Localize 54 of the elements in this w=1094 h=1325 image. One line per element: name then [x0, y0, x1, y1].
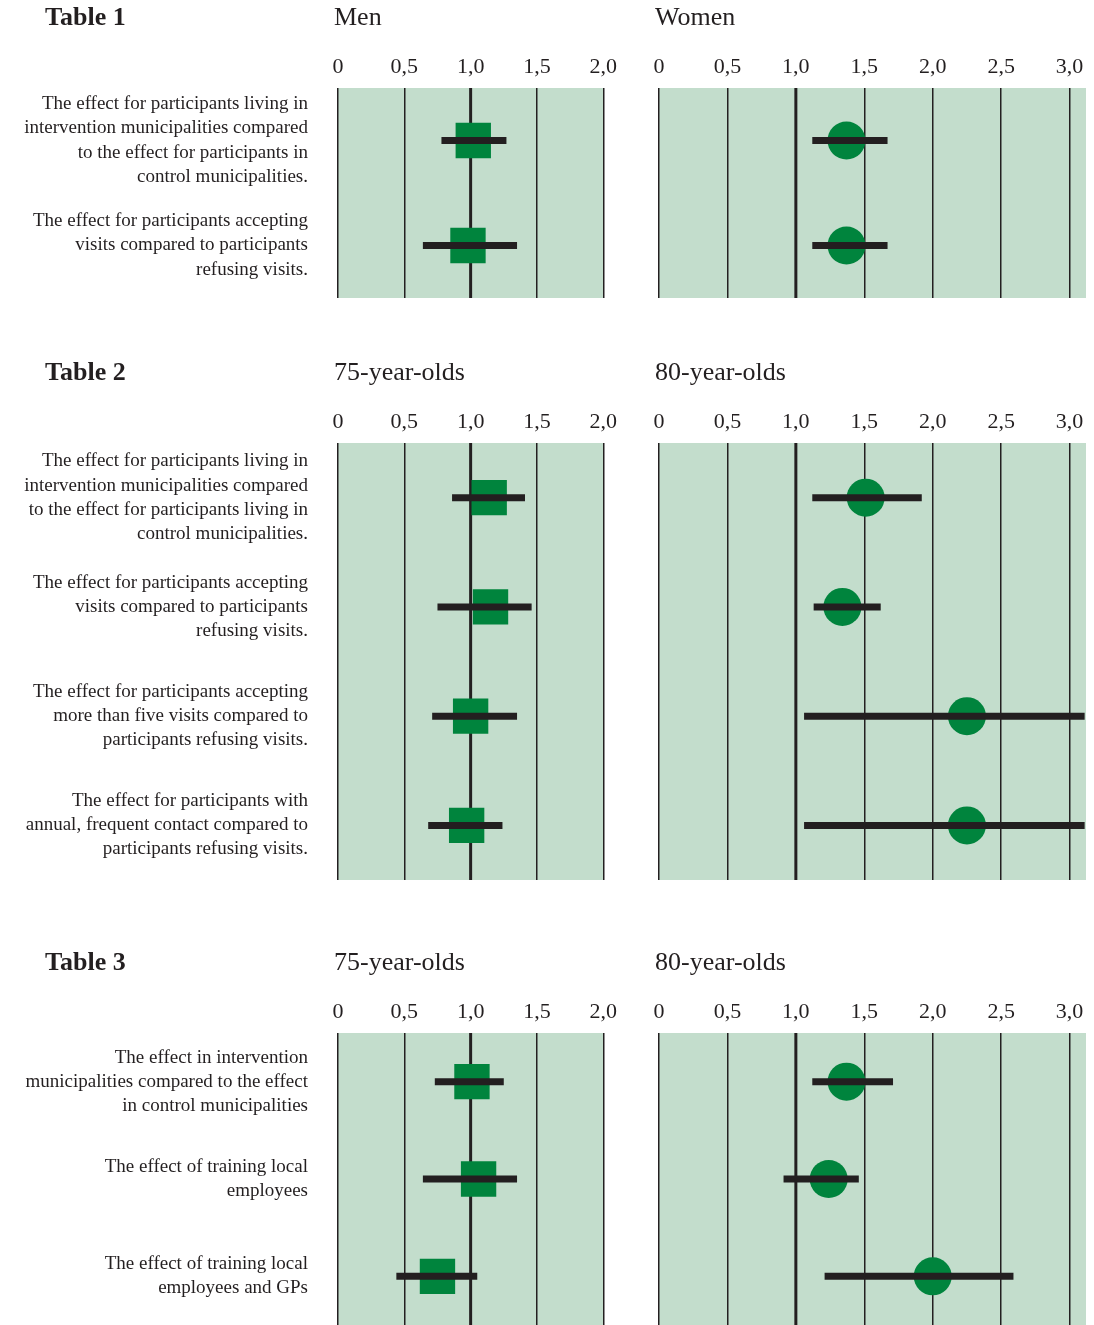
- y-tick-label: The effect for participants living in intervention municipalities compared to the effect for participants in control municipalities.: [24, 92, 309, 186]
- x-tick-label: 1,0: [782, 407, 810, 433]
- x-tick-label: 0: [332, 407, 344, 433]
- x-tick-label: 0,5: [713, 997, 742, 1023]
- x-tick-label: 3,0: [1055, 997, 1084, 1023]
- x-tick-label: 3,0: [1055, 407, 1084, 433]
- y-tick-label: The effect for participants accepting more than five visits compared to participants refusing visits.: [32, 679, 309, 750]
- x-tick-label: 2,0: [589, 997, 617, 1023]
- x-tick-label: 1,0: [782, 52, 810, 78]
- x-tick-label: 0: [653, 52, 665, 78]
- y-tick-label: The effect for participants with annual, frequent contact compared to participants refusing visits.: [25, 789, 309, 859]
- x-tick-label: 1,0: [456, 997, 485, 1023]
- x-tick-label: 0,5: [713, 407, 742, 433]
- y-tick-label: The effect of training local employees: [104, 1154, 308, 1201]
- x-tick-label: 1,5: [523, 997, 551, 1023]
- x-tick-label: 2,0: [589, 407, 617, 433]
- x-tick-label: 2,5: [987, 997, 1015, 1023]
- y-tick-label: The effect for participants accepting visits compared to participants refusing visits.: [32, 570, 309, 640]
- x-tick-label: 0,5: [390, 997, 419, 1023]
- x-tick-label: 1,0: [456, 407, 485, 433]
- caption: Table 3: [45, 947, 126, 977]
- x-tick-label: 2,0: [589, 52, 617, 78]
- x-tick-label: 0,5: [713, 52, 742, 78]
- chart-title: Men: [334, 2, 382, 32]
- x-tick-label: 0: [332, 52, 344, 78]
- x-tick-label: 1,5: [850, 52, 879, 78]
- x-tick-label: 2,5: [987, 52, 1015, 78]
- x-tick-label: 1,0: [782, 997, 810, 1023]
- chart-title: Women: [655, 2, 736, 32]
- x-tick-label: 2,5: [987, 407, 1015, 433]
- y-tick-label: The effect for participants living in intervention municipalities compared to the effect for participants living in control municipalities.: [24, 449, 309, 543]
- x-tick-label: 0,5: [390, 407, 419, 433]
- x-tick-label: 3,0: [1055, 52, 1084, 78]
- x-tick-label: 1,5: [850, 997, 879, 1023]
- chart-title: 75-year-olds: [334, 947, 465, 977]
- y-tick-label: The effect of training local employees and GPs: [104, 1252, 308, 1298]
- y-tick-label: The effect in intervention municipalities compared to the effect in control municipalities: [25, 1045, 309, 1115]
- caption: Table 2: [45, 357, 126, 387]
- x-tick-label: 0: [653, 997, 665, 1023]
- x-tick-label: 2,0: [918, 407, 947, 433]
- chart-title: 75-year-olds: [334, 357, 465, 387]
- x-tick-label: 2,0: [918, 52, 947, 78]
- x-tick-label: 1,5: [523, 407, 551, 433]
- chart-title: 80-year-olds: [655, 357, 786, 387]
- y-tick-label: The effect for participants accepting visits compared to participants refusing visits.: [32, 209, 309, 279]
- x-tick-label: 1,5: [850, 407, 879, 433]
- caption: Table 1: [45, 2, 126, 32]
- x-tick-label: 0,5: [390, 52, 419, 78]
- x-tick-label: 0: [332, 997, 344, 1023]
- chart-title: 80-year-olds: [655, 947, 786, 977]
- x-tick-label: 1,5: [523, 52, 551, 78]
- x-tick-label: 1,0: [456, 52, 485, 78]
- x-tick-label: 2,0: [918, 997, 947, 1023]
- x-tick-label: 0: [653, 407, 665, 433]
